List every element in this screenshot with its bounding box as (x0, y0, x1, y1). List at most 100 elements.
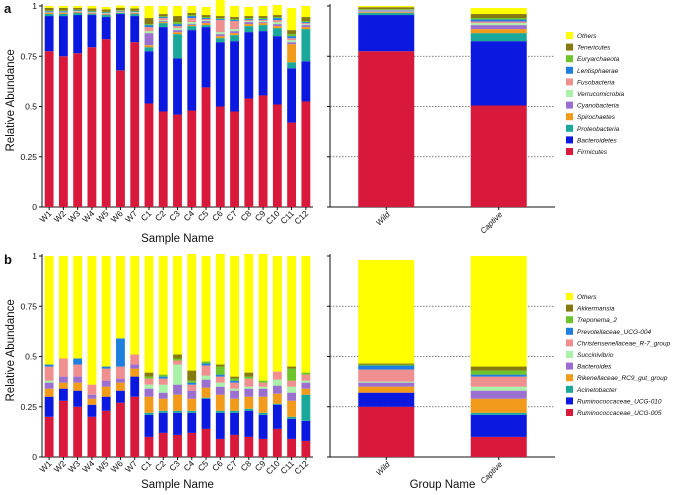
group-x-axis-label: Group Name (410, 479, 476, 491)
bar-segment (87, 398, 97, 405)
bar-segment (87, 384, 97, 395)
group-bar-segment (470, 386, 527, 391)
bar-segment (187, 110, 197, 207)
x-tick-label: W7 (123, 208, 139, 224)
bar-segment (244, 18, 254, 20)
legend-label: Tenericutes (577, 45, 611, 52)
bar-segment (173, 364, 182, 385)
bar-segment (301, 388, 311, 395)
legend-label: Christensenellaceae_R-7_group (577, 340, 671, 347)
bar-segment (44, 382, 54, 389)
bar-segment (73, 358, 83, 365)
bar-segment (201, 387, 211, 398)
bar-segment (87, 416, 97, 457)
bar-segment (272, 26, 282, 29)
bar-segment (244, 20, 254, 22)
bar-segment (158, 14, 168, 17)
bar-segment (58, 10, 68, 12)
bar-segment (258, 18, 268, 20)
bar-segment (58, 11, 68, 12)
bar-segment (187, 384, 197, 391)
bar-segment (258, 23, 268, 26)
bar-segment (144, 256, 154, 373)
bar-segment (87, 13, 97, 15)
y-tick-label: 0.5 (25, 102, 37, 112)
bar-segment (230, 17, 239, 20)
y-tick-label: 0.75 (20, 51, 37, 61)
bar-segment (244, 388, 254, 397)
group-bar-segment (470, 374, 527, 377)
bar-segment (58, 16, 68, 57)
y-tick-label: 0.5 (25, 352, 37, 362)
legend-swatch (566, 136, 573, 144)
bar-segment (244, 253, 254, 373)
bar-segment (144, 33, 154, 46)
panel-b: b Relative Abundance 0 0.25 0.5 0.75 1 W1W2W3W4… (4, 251, 671, 491)
bar-segment (301, 25, 311, 28)
bar-segment (244, 410, 254, 437)
bar-segment (201, 23, 211, 26)
bar-segment (158, 374, 168, 377)
bar-segment (215, 386, 225, 395)
bar-segment (130, 8, 140, 11)
bar-segment (201, 363, 211, 366)
bar-segment (87, 394, 97, 399)
bar-segment (258, 438, 268, 457)
bar-segment (215, 19, 225, 21)
bar-segment (130, 256, 140, 355)
bar-segment (158, 6, 168, 15)
x-tick-label: W3 (66, 458, 82, 474)
bar-segment (230, 410, 239, 413)
legend-swatch (566, 113, 573, 121)
group-bar-segment (470, 398, 527, 413)
legend-label: Others (577, 33, 597, 40)
group-bar-segment (470, 18, 527, 20)
bar-segment (58, 13, 68, 15)
group-bar-segment (470, 21, 527, 24)
bar-segment (101, 380, 111, 387)
bar-segment (244, 372, 254, 377)
bar-segment (287, 42, 297, 45)
legend-swatch (566, 55, 573, 63)
bar-segment (73, 11, 83, 13)
bar-segment (130, 376, 140, 397)
bar-segment (173, 24, 182, 27)
bar-segment (301, 6, 311, 18)
bar-segment (158, 23, 168, 28)
bar-segment (244, 386, 254, 389)
bar-segment (301, 256, 311, 373)
group-bar-segment (470, 41, 527, 106)
bar-segment (215, 20, 225, 33)
group-bar-segment (470, 376, 527, 387)
bar-segment (201, 25, 211, 28)
bar-segment (116, 14, 125, 71)
bar-segment (44, 256, 54, 365)
group-x-tick-label: Wild (374, 460, 392, 478)
bar-segment (287, 368, 297, 381)
bar-segment (272, 385, 282, 394)
bar-segment (44, 388, 54, 397)
bar-segment (258, 19, 268, 21)
x-tick-label: W7 (123, 458, 139, 474)
bar-segment (144, 47, 154, 52)
legend-swatch (566, 304, 573, 312)
bar-segment (58, 376, 68, 383)
bar-segment (73, 12, 83, 14)
x-tick-label: C2 (153, 458, 168, 473)
group-bar-segment (470, 412, 527, 415)
bar-segment (201, 19, 211, 21)
bar-segment (101, 14, 111, 16)
bar-segment (144, 376, 154, 379)
bar-segment (287, 418, 297, 439)
group-bar-segment (470, 23, 527, 26)
group-bar-segment (470, 366, 527, 371)
bar-segment (187, 30, 197, 111)
bar-segment (101, 396, 111, 411)
bar-segment (187, 410, 197, 413)
legend-label: Firmicutes (577, 149, 608, 156)
bar-segment (215, 34, 225, 37)
legend-label: Bacteroides (577, 364, 612, 371)
